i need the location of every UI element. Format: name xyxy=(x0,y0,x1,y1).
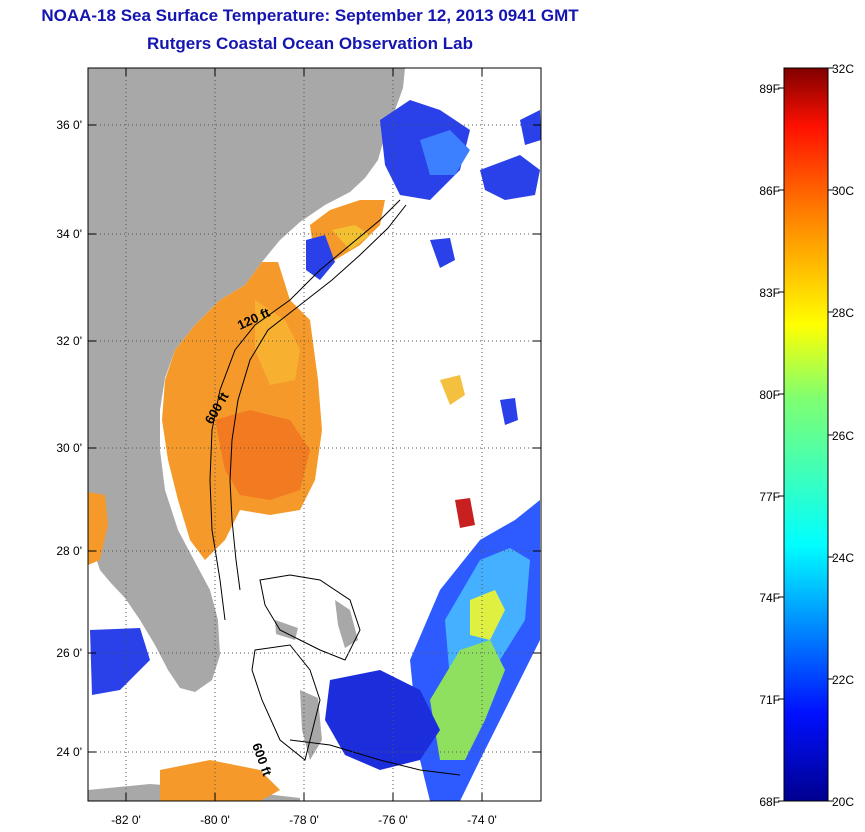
colorbar-f-68: 68F xyxy=(759,795,780,809)
depth-contours xyxy=(209,199,461,776)
colorbar-c-28: 28C xyxy=(832,306,854,320)
lat-label-24: 24 0' xyxy=(56,745,82,759)
colorbar-c-20: 20C xyxy=(832,795,854,809)
lon-label-78: -78 0' xyxy=(289,813,319,827)
lat-label-30: 30 0' xyxy=(56,441,82,455)
colorbar-f-71: 71F xyxy=(759,693,780,707)
lat-label-32: 32 0' xyxy=(56,334,82,348)
colorbar-ticks xyxy=(778,67,834,802)
colorbar-c-22: 22C xyxy=(832,673,854,687)
lat-label-28: 28 0' xyxy=(56,544,82,558)
colorbar-f-80: 80F xyxy=(759,388,780,402)
map-ticks xyxy=(88,68,541,801)
chart-subtitle: Rutgers Coastal Ocean Observation Lab xyxy=(147,34,473,53)
land-southeast-us xyxy=(88,68,405,692)
lat-label-36: 36 0' xyxy=(56,118,82,132)
colorbar-c-24: 24C xyxy=(832,551,854,565)
colorbar-f-89: 89F xyxy=(759,82,780,96)
colorbar-f-86: 86F xyxy=(759,184,780,198)
land-bahamas-3 xyxy=(275,620,298,640)
colorbar-f-83: 83F xyxy=(759,286,780,300)
lon-label-80: -80 0' xyxy=(200,813,230,827)
lat-label-34: 34 0' xyxy=(56,227,82,241)
lon-label-76: -76 0' xyxy=(378,813,408,827)
colorbar-f-77: 77F xyxy=(759,490,780,504)
chart-title: NOAA-18 Sea Surface Temperature: Septemb… xyxy=(41,6,579,25)
lat-label-26: 26 0' xyxy=(56,646,82,660)
colorbar-c-26: 26C xyxy=(832,429,854,443)
map-frame xyxy=(87,67,542,802)
colorbar-c-32: 32C xyxy=(832,62,854,76)
colorbar-c-30: 30C xyxy=(832,184,854,198)
land-bahamas-2 xyxy=(335,600,358,648)
sst-patches xyxy=(88,100,541,801)
lon-label-82: -82 0' xyxy=(111,813,141,827)
colorbar xyxy=(783,67,829,802)
colorbar-f-74: 74F xyxy=(759,591,780,605)
lon-label-74: -74 0' xyxy=(467,813,497,827)
land-bahamas-1 xyxy=(300,690,322,760)
